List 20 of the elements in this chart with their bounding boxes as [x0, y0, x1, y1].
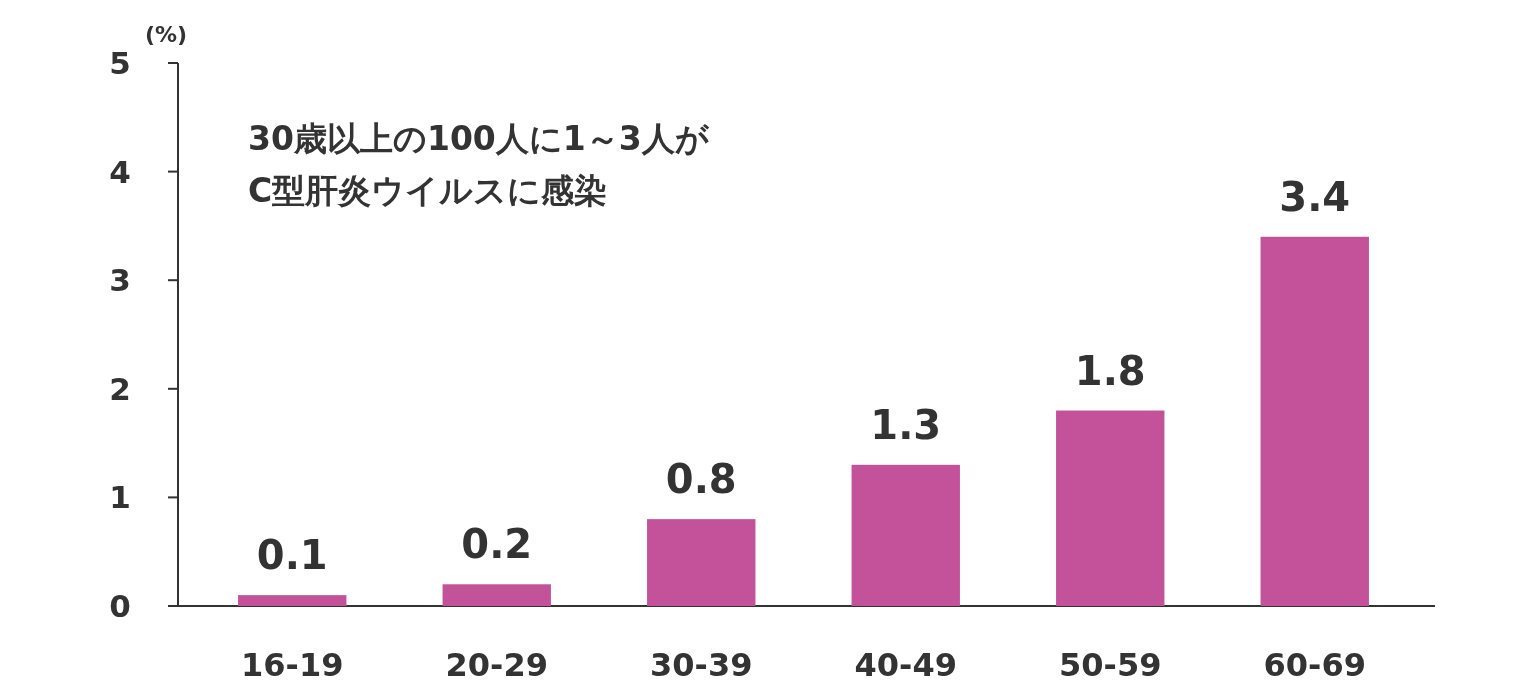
y-tick-label: 1 — [109, 479, 131, 516]
x-tick-label: 20-29 — [445, 646, 548, 684]
x-tick-label: 50-59 — [1059, 646, 1162, 684]
y-axis-title: (%) — [144, 22, 188, 47]
data-label: 1.8 — [1074, 347, 1146, 394]
data-label: 0.2 — [461, 521, 533, 568]
x-tick-label: 30-39 — [650, 646, 753, 684]
y-tick-label: 2 — [109, 370, 131, 407]
x-tick-label: 40-49 — [854, 646, 957, 684]
data-label: 3.4 — [1279, 173, 1351, 220]
x-tick-label: 16-19 — [241, 646, 344, 684]
y-tick-label: 4 — [109, 153, 131, 190]
data-label: 0.8 — [665, 456, 737, 503]
x-tick-label: 60-69 — [1263, 646, 1366, 684]
data-label: 0.1 — [256, 532, 328, 579]
data-label: 1.3 — [870, 401, 942, 448]
y-tick-label: 5 — [109, 45, 131, 81]
y-tick-label: 0 — [109, 588, 131, 624]
annotation: 30歳以上の100人に1～3人が C型肝炎ウイルスに感染 — [248, 119, 710, 210]
y-tick-label: 3 — [109, 262, 131, 299]
